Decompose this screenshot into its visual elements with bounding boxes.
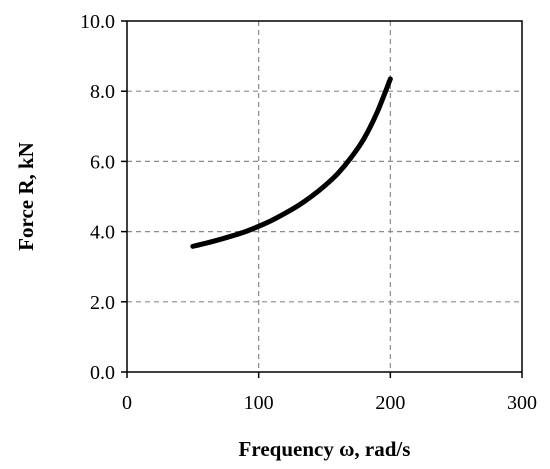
y-axis-title: Force R, kN	[14, 142, 38, 251]
series-layer	[190, 76, 393, 249]
x-tick-label: 300	[507, 392, 537, 414]
y-tick-label: 10.0	[80, 11, 115, 33]
x-axis-ticks: 0 100 200 300	[122, 372, 537, 414]
x-tick-label: 0	[122, 392, 132, 414]
y-tick-label: 6.0	[90, 151, 115, 173]
plot-area-frame	[126, 20, 523, 373]
series-line	[190, 76, 393, 249]
x-tick-label: 200	[375, 392, 405, 414]
x-tick-label: 100	[244, 392, 274, 414]
grid-lines	[127, 21, 522, 372]
y-tick-label: 0.0	[90, 362, 115, 384]
y-axis-ticks: 0.0 2.0 4.0 6.0 8.0 10.0	[80, 11, 127, 384]
y-tick-label: 4.0	[90, 222, 115, 244]
y-tick-label: 2.0	[90, 292, 115, 314]
x-axis-title: Frequency ω, rad/s	[239, 437, 411, 461]
y-tick-label: 8.0	[90, 81, 115, 103]
